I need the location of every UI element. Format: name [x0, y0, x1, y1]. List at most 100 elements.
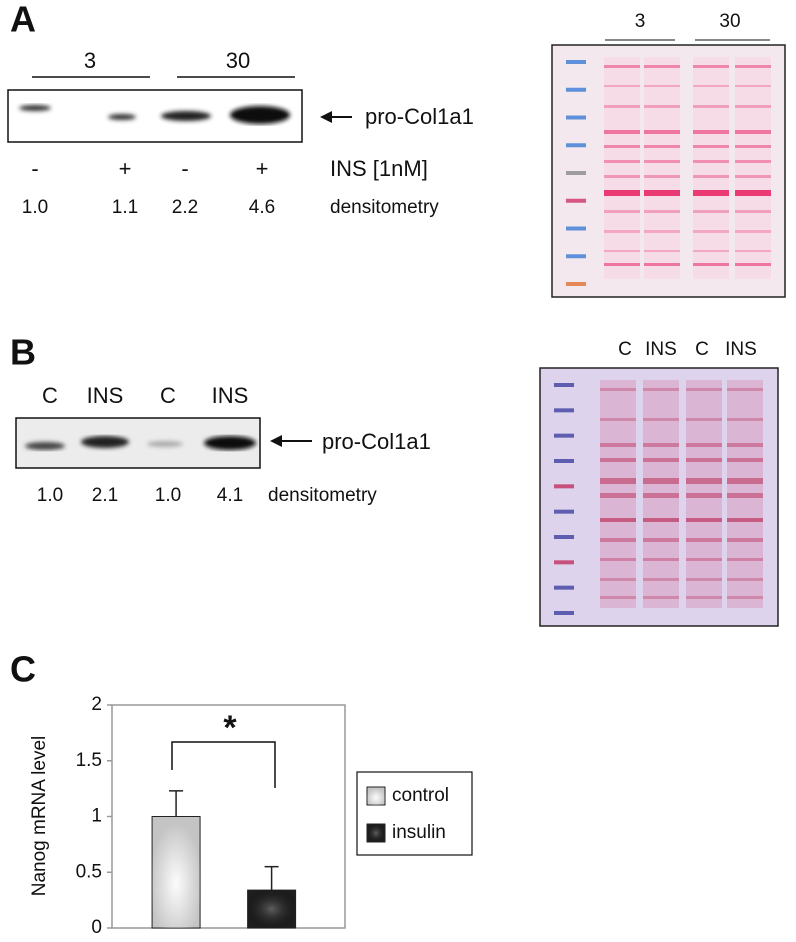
legend-swatch-sheen [367, 824, 385, 842]
y-tick-label: 0.5 [76, 861, 102, 882]
stain-label: C [695, 339, 709, 360]
gel-band [735, 190, 771, 196]
panel-label: C [10, 649, 36, 690]
ladder-band [554, 433, 574, 438]
target-label: pro-Col1a1 [322, 429, 431, 454]
gel-band [693, 145, 729, 148]
gel-band [727, 478, 763, 484]
densitometry: 1.0 [155, 485, 181, 506]
gel-band [644, 190, 680, 196]
gel-band [644, 160, 680, 163]
stained-gel [539, 367, 779, 627]
gel-band [604, 145, 640, 148]
gel-band [735, 175, 771, 178]
treatment: + [119, 156, 132, 181]
y-tick-label: 1.5 [76, 750, 102, 771]
gel-band [600, 478, 636, 484]
ladder-band [554, 611, 574, 615]
gel-band [600, 578, 636, 581]
gel-band [727, 558, 763, 561]
gel-band [600, 388, 636, 391]
gel-band [643, 493, 679, 498]
stain-label: C [618, 339, 632, 360]
gel-band [604, 263, 640, 266]
gel-band [686, 558, 722, 561]
gel-band [643, 458, 679, 462]
gel-band [727, 418, 763, 421]
gel-band [735, 230, 771, 233]
ladder-band [566, 60, 586, 64]
gel-band [600, 596, 636, 599]
gel-band [727, 443, 763, 447]
ladder-band [566, 282, 586, 286]
gel-band [693, 175, 729, 178]
gel-band [727, 538, 763, 542]
treatment-label: INS [1nM] [330, 156, 428, 181]
gel-band [644, 250, 680, 252]
ladder-band [554, 484, 574, 489]
band [25, 442, 65, 450]
legend-swatch-sheen [367, 787, 385, 805]
gel-band [600, 458, 636, 462]
densitometry: 4.1 [217, 485, 243, 506]
gel-band [600, 418, 636, 421]
ladder-band [566, 115, 586, 120]
ladder-band [554, 383, 574, 387]
ladder-band [566, 254, 586, 259]
stain-label: 3 [635, 11, 646, 32]
gel-band [686, 493, 722, 498]
gel-band [643, 388, 679, 391]
gel-band [644, 105, 680, 108]
gel-band [693, 105, 729, 108]
gel-band [727, 518, 763, 522]
treatment: - [31, 156, 38, 181]
lane [686, 380, 722, 608]
band [108, 114, 136, 120]
gel-band [644, 263, 680, 266]
gel-band [686, 578, 722, 581]
gel-band [686, 538, 722, 542]
gel-band [693, 230, 729, 233]
gel-band [643, 538, 679, 542]
gel-band [735, 85, 771, 87]
gel-band [693, 65, 729, 68]
gel-band [693, 190, 729, 196]
band [204, 436, 256, 450]
ladder-band [554, 585, 574, 590]
gel-band [604, 85, 640, 87]
ladder-band [554, 509, 574, 514]
gel-band [727, 578, 763, 581]
gel-band [604, 175, 640, 178]
gel-band [604, 130, 640, 134]
legend-label: insulin [392, 822, 446, 843]
arrow-head [320, 111, 332, 123]
gel-band [727, 388, 763, 391]
gel-band [735, 250, 771, 252]
gel-band [643, 596, 679, 599]
densitometry: 2.2 [172, 197, 198, 218]
stain-label: INS [725, 339, 757, 360]
gel-band [643, 478, 679, 484]
arrow-head [270, 435, 282, 447]
group-label: 3 [84, 48, 96, 73]
y-axis-title: Nanog mRNA level [29, 736, 50, 897]
gel-band [643, 558, 679, 561]
densitometry: 2.1 [92, 485, 118, 506]
gel-band [600, 443, 636, 447]
densitometry: 1.0 [22, 197, 48, 218]
ladder-band [566, 198, 586, 203]
gel-band [686, 458, 722, 462]
lane-label: C [160, 383, 176, 408]
gel-band [600, 558, 636, 561]
gel-band [643, 578, 679, 581]
band [161, 111, 211, 121]
band [19, 105, 51, 111]
gel-band [693, 85, 729, 87]
gel-band [604, 160, 640, 163]
band [81, 436, 129, 448]
gel-band [604, 105, 640, 108]
bar-sheen [152, 816, 201, 928]
group-label: 30 [226, 48, 250, 73]
y-tick-label: 0 [91, 917, 102, 938]
